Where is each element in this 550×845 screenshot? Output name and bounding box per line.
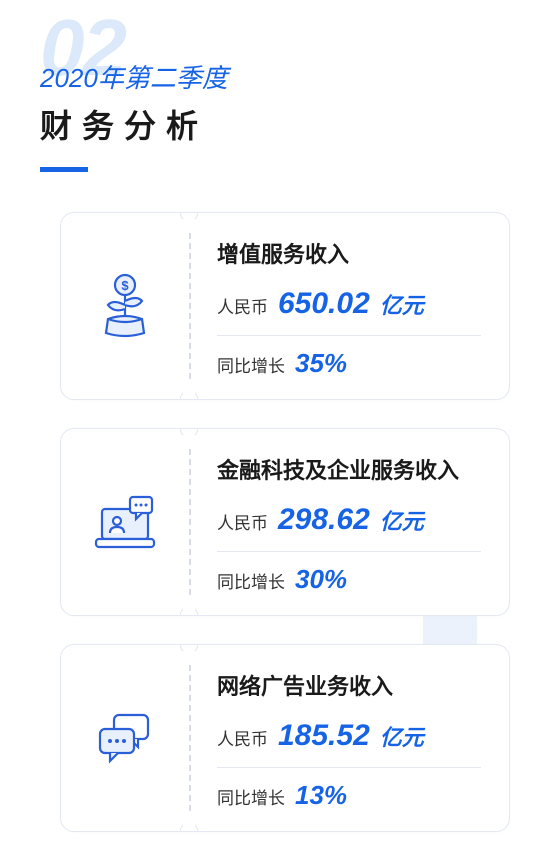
amount-unit: 亿元 <box>380 288 424 320</box>
card-title: 增值服务收入 <box>217 237 481 269</box>
growth-label: 同比增长 <box>217 568 285 593</box>
growth-label: 同比增长 <box>217 784 285 809</box>
amount-unit: 亿元 <box>380 504 424 536</box>
separator-line <box>217 335 481 336</box>
separator-line <box>217 551 481 552</box>
card-icon-wrap: $ <box>61 213 189 399</box>
amount-value: 298.62 <box>278 503 370 537</box>
growth-label: 同比增长 <box>217 352 285 377</box>
growth-value: 35% <box>295 348 347 379</box>
amount-unit: 亿元 <box>380 720 424 752</box>
currency-label: 人民币 <box>217 293 268 318</box>
svg-text:$: $ <box>121 278 129 293</box>
amount-row: 人民币 650.02 亿元 <box>217 287 481 321</box>
ticket-divider <box>189 449 191 595</box>
cards-container: $ 增值服务收入 人民币 650.02 亿元 同比增长 35% <box>0 172 550 832</box>
card-body: 增值服务收入 人民币 650.02 亿元 同比增长 35% <box>191 213 509 399</box>
amount-row: 人民币 298.62 亿元 <box>217 503 481 537</box>
header: 02 2020年第二季度 财务分析 <box>0 0 550 172</box>
revenue-card: $ 增值服务收入 人民币 650.02 亿元 同比增长 35% <box>60 212 510 400</box>
separator-line <box>217 767 481 768</box>
subtitle: 2020年第二季度 <box>40 58 550 95</box>
growth-value: 13% <box>295 780 347 811</box>
currency-label: 人民币 <box>217 725 268 750</box>
amount-row: 人民币 185.52 亿元 <box>217 719 481 753</box>
card-title: 网络广告业务收入 <box>217 669 481 701</box>
card-title: 金融科技及企业服务收入 <box>217 453 481 485</box>
card-icon-wrap <box>61 645 189 831</box>
growth-row: 同比增长 13% <box>217 780 481 811</box>
amount-value: 185.52 <box>278 719 370 753</box>
laptop-chat-icon <box>90 487 160 557</box>
plant-coin-icon: $ <box>90 271 160 341</box>
chat-bubbles-icon <box>90 703 160 773</box>
growth-row: 同比增长 30% <box>217 564 481 595</box>
ticket-divider <box>189 665 191 811</box>
card-body: 金融科技及企业服务收入 人民币 298.62 亿元 同比增长 30% <box>191 429 509 615</box>
growth-value: 30% <box>295 564 347 595</box>
card-icon-wrap <box>61 429 189 615</box>
revenue-card: 金融科技及企业服务收入 人民币 298.62 亿元 同比增长 30% <box>60 428 510 616</box>
amount-value: 650.02 <box>278 287 370 321</box>
revenue-card: 网络广告业务收入 人民币 185.52 亿元 同比增长 13% <box>60 644 510 832</box>
growth-row: 同比增长 35% <box>217 348 481 379</box>
card-body: 网络广告业务收入 人民币 185.52 亿元 同比增长 13% <box>191 645 509 831</box>
ticket-divider <box>189 233 191 379</box>
currency-label: 人民币 <box>217 509 268 534</box>
page-title: 财务分析 <box>40 101 550 147</box>
